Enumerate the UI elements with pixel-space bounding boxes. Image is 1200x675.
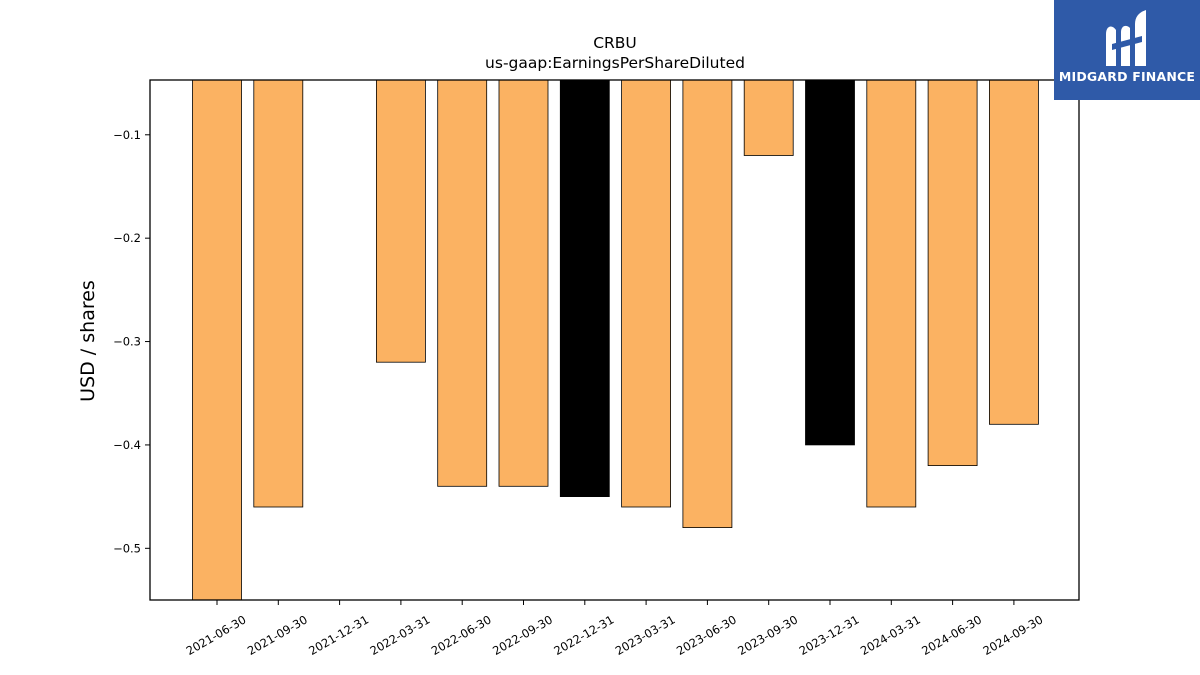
bar-2021-06-30	[192, 79, 242, 601]
bar-2022-03-31	[375, 79, 426, 363]
x-tick-label: 2021-09-30	[245, 612, 310, 658]
brand-logo-icon	[1106, 10, 1146, 66]
x-tick-label: 2024-06-30	[919, 612, 984, 658]
x-tick-label: 2024-03-31	[858, 612, 923, 658]
x-tick-label: 2023-09-30	[735, 612, 800, 658]
plot-frame	[149, 79, 1080, 601]
x-tick-label: 2022-06-30	[429, 612, 494, 658]
x-tick-label: 2021-12-31	[306, 612, 371, 658]
x-tick-label: 2023-12-31	[797, 612, 862, 658]
bar-2022-09-30	[498, 79, 549, 487]
bars	[192, 79, 1039, 601]
y-tick-label: −0.1	[113, 128, 141, 142]
x-tick-label: 2022-12-31	[551, 612, 616, 658]
bar-2024-06-30	[927, 79, 978, 467]
bar-2021-09-30	[253, 79, 304, 508]
y-axis-label: USD / shares	[77, 280, 99, 402]
brand-name: MIDGARD FINANCE	[1058, 69, 1196, 84]
brand-logo: MIDGARD FINANCE	[1054, 0, 1200, 100]
bar-2023-06-30	[682, 79, 733, 529]
x-tick-label: 2024-09-30	[981, 612, 1046, 658]
x-tick-label: 2022-03-31	[368, 612, 433, 658]
bar-2023-03-31	[621, 79, 671, 508]
y-tick-label: −0.5	[113, 541, 141, 555]
bar-2024-03-31	[866, 79, 917, 508]
x-tick-label: 2023-03-31	[613, 612, 678, 658]
bar-2023-09-30	[743, 79, 794, 156]
bar-2022-12-31	[559, 79, 610, 498]
bar-2023-12-31	[805, 79, 855, 446]
y-tick-label: −0.2	[113, 231, 141, 245]
y-tick-label: −0.3	[113, 335, 141, 349]
x-tick-label: 2022-09-30	[490, 612, 555, 658]
x-tick-label: 2021-06-30	[184, 612, 249, 658]
x-axis: 2021-06-302021-09-302021-12-312022-03-31…	[184, 600, 1046, 658]
chart-title: CRBU	[593, 34, 637, 52]
chart-subtitle: us-gaap:EarningsPerShareDiluted	[485, 54, 745, 72]
bar-2024-09-30	[989, 79, 1039, 425]
y-tick-label: −0.4	[113, 438, 141, 452]
y-axis: −0.1 −0.2 −0.3 −0.4 −0.5	[113, 128, 150, 555]
x-tick-label: 2023-06-30	[674, 612, 739, 658]
bar-2022-06-30	[437, 79, 488, 487]
